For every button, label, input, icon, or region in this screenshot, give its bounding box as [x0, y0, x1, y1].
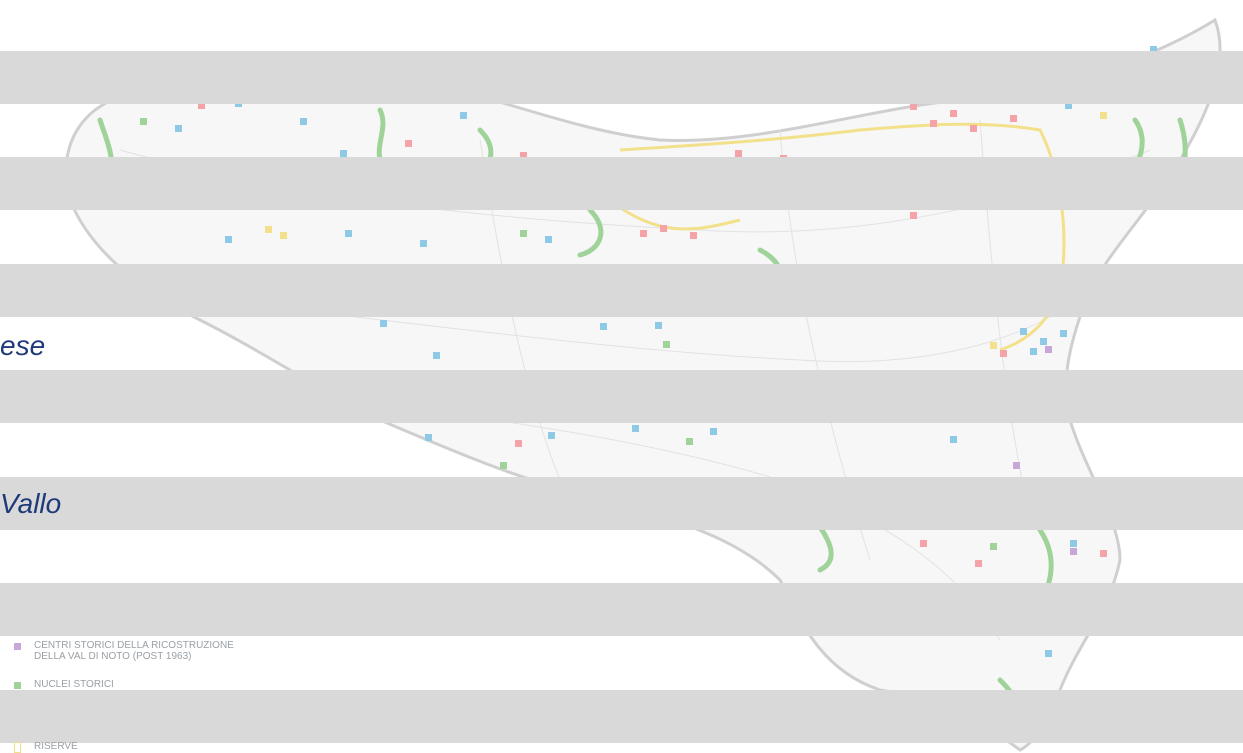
redaction-bar-5 — [0, 477, 1243, 530]
markers-yellow — [265, 112, 1107, 349]
markers-purple — [1013, 346, 1077, 555]
redaction-bar-7 — [0, 690, 1243, 743]
redaction-bar-1 — [0, 51, 1243, 104]
legend-item-ricostruzione: CENTRI STORICI DELLA RICOSTRUZIONE DELLA… — [34, 640, 234, 662]
legend-reserve-marker — [14, 742, 21, 753]
label-fragment-lower: Vallo — [0, 488, 62, 519]
redaction-bar-2 — [0, 157, 1243, 210]
legend-ricostruzione-line2: DELLA VAL DI NOTO (POST 1963) — [34, 651, 192, 662]
legend-item-riserve: RISERVE — [34, 741, 78, 752]
label-fragment-upper: ese — [0, 330, 46, 361]
legend-item-nuclei: NUCLEI STORICI — [34, 679, 114, 689]
redaction-bar-4 — [0, 370, 1243, 423]
legend-green-marker — [14, 682, 21, 689]
redaction-bar-3 — [0, 264, 1243, 317]
redaction-bar-6 — [0, 583, 1243, 636]
legend-ricostruzione-line1: CENTRI STORICI DELLA RICOSTRUZIONE — [34, 640, 234, 651]
legend-purple-marker — [14, 643, 21, 650]
